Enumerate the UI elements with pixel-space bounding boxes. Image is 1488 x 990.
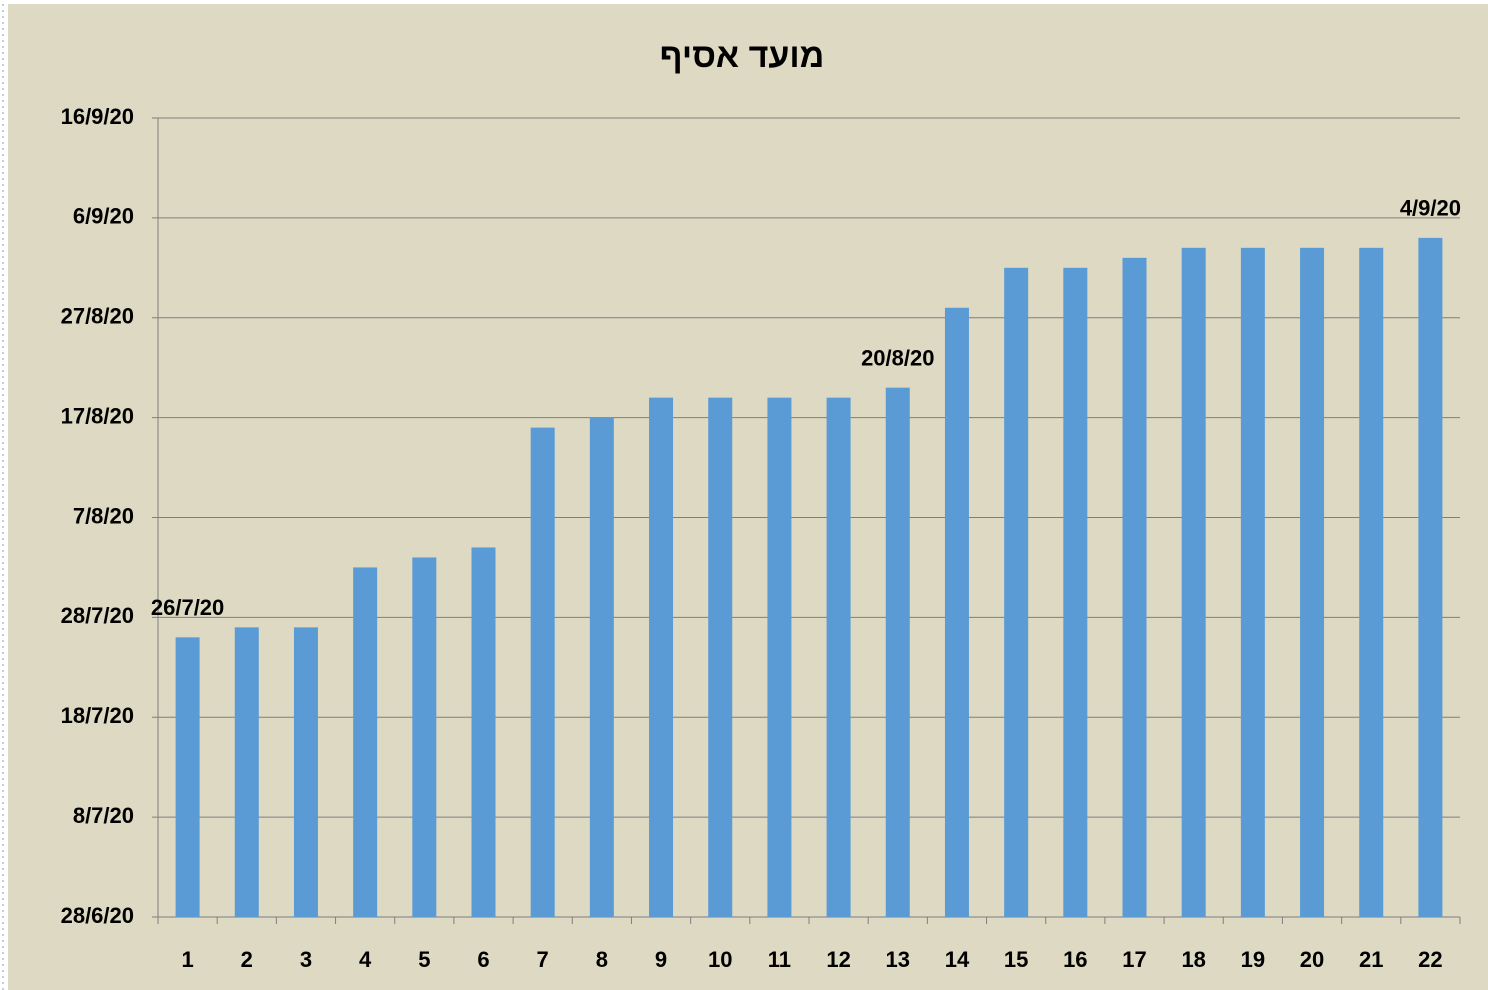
- x-tick-label: 2: [241, 947, 253, 972]
- bar: [1181, 247, 1206, 917]
- x-tick-label: 9: [655, 947, 667, 972]
- bar: [234, 627, 259, 917]
- x-tick-label: 18: [1181, 947, 1205, 972]
- x-tick-label: 15: [1004, 947, 1028, 972]
- bar: [175, 637, 200, 917]
- x-tick-label: 12: [826, 947, 850, 972]
- bar: [767, 397, 792, 917]
- y-tick-label: 16/9/20: [61, 104, 134, 129]
- data-label: 26/7/20: [151, 595, 224, 620]
- data-label: 4/9/20: [1400, 196, 1461, 221]
- bar: [353, 567, 378, 917]
- bar: [885, 387, 910, 918]
- x-tick-label: 1: [181, 947, 193, 972]
- y-tick-label: 8/7/20: [73, 803, 134, 828]
- x-tick-label: 6: [477, 947, 489, 972]
- bar: [649, 397, 674, 917]
- x-tick-label: 5: [418, 947, 430, 972]
- y-tick-label: 27/8/20: [61, 304, 134, 329]
- y-tick-label: 18/7/20: [61, 703, 134, 728]
- bar: [944, 307, 969, 917]
- x-tick-label: 13: [886, 947, 910, 972]
- x-tick-label: 7: [537, 947, 549, 972]
- bar: [826, 397, 851, 917]
- x-tick-label: 17: [1122, 947, 1146, 972]
- bar: [1418, 237, 1443, 918]
- x-tick-label: 22: [1418, 947, 1442, 972]
- y-tick-label: 17/8/20: [61, 403, 134, 428]
- y-tick-label: 7/8/20: [73, 503, 134, 528]
- y-tick-label: 28/7/20: [61, 603, 134, 628]
- y-tick-label: 28/6/20: [61, 903, 134, 928]
- bar: [412, 557, 437, 917]
- bar: [1240, 247, 1265, 917]
- x-tick-label: 16: [1063, 947, 1087, 972]
- x-tick-label: 3: [300, 947, 312, 972]
- bar: [589, 417, 614, 917]
- x-tick-label: 8: [596, 947, 608, 972]
- bar: [1063, 267, 1088, 917]
- bar: [293, 627, 318, 917]
- x-tick-label: 20: [1300, 947, 1324, 972]
- x-tick-label: 4: [359, 947, 372, 972]
- bar: [1359, 247, 1384, 917]
- bar: [471, 547, 496, 917]
- bar: [1004, 267, 1029, 917]
- x-tick-label: 19: [1241, 947, 1265, 972]
- chart-title: מועד אסיף: [660, 37, 825, 75]
- x-tick-label: 11: [768, 947, 791, 972]
- y-tick-label: 6/9/20: [73, 204, 134, 229]
- background: [8, 4, 1488, 990]
- x-tick-label: 14: [945, 947, 970, 972]
- x-tick-label: 21: [1359, 947, 1383, 972]
- data-label: 20/8/20: [861, 345, 934, 370]
- x-tick-label: 10: [708, 947, 732, 972]
- bar: [1122, 257, 1147, 917]
- bar: [1300, 247, 1325, 917]
- bar: [708, 397, 733, 917]
- bar: [530, 427, 555, 917]
